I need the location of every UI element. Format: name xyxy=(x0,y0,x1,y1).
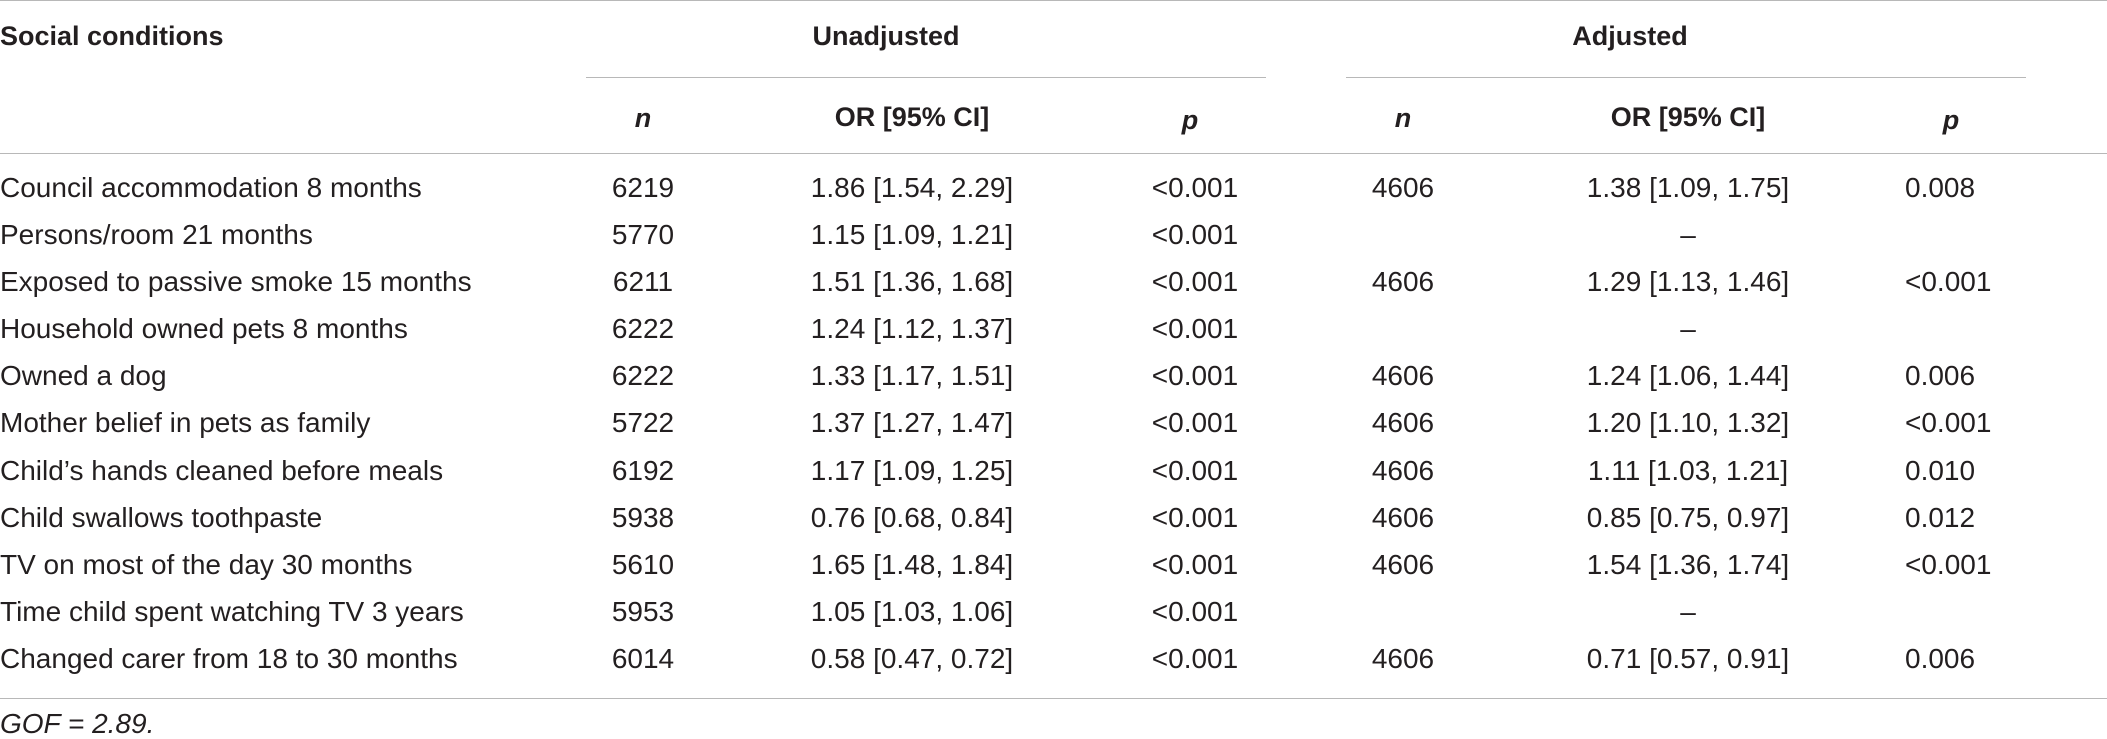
unadjusted-n: 6219 xyxy=(611,172,675,203)
unadjusted-or: 0.76 [0.68, 0.84] xyxy=(810,502,1014,533)
adjusted-group-rule xyxy=(1346,77,2026,78)
unadjusted-n: 5610 xyxy=(611,549,675,580)
adjusted-or: 1.38 [1.09, 1.75] xyxy=(1586,172,1790,203)
unadjusted-p: <0.001 xyxy=(1151,266,1239,297)
unadjusted-or: 1.17 [1.09, 1.25] xyxy=(810,455,1014,486)
adjusted-or: – xyxy=(1680,219,1696,250)
row-label: Owned a dog xyxy=(0,360,167,391)
unadjusted-p: <0.001 xyxy=(1151,219,1239,250)
adjusted-n: 4606 xyxy=(1371,455,1435,486)
row-label: TV on most of the day 30 months xyxy=(0,549,413,580)
adjusted-p: 0.006 xyxy=(1905,643,1976,674)
table-footnote: GOF = 2.89. xyxy=(0,708,155,739)
adjusted-p: <0.001 xyxy=(1905,266,1992,297)
adjusted-p: 0.006 xyxy=(1905,360,1976,391)
unadjusted-or: 1.65 [1.48, 1.84] xyxy=(810,549,1014,580)
adjusted-group-header: Adjusted xyxy=(1572,21,1688,51)
adjusted-n: 4606 xyxy=(1371,502,1435,533)
unadjusted-p: <0.001 xyxy=(1151,549,1239,580)
adjusted-or: 1.29 [1.13, 1.46] xyxy=(1586,266,1790,297)
unadjusted-p-header: p xyxy=(1181,105,1199,135)
adjusted-n: 4606 xyxy=(1371,549,1435,580)
row-label: Persons/room 21 months xyxy=(0,219,313,250)
unadjusted-or: 1.24 [1.12, 1.37] xyxy=(810,313,1014,344)
adjusted-n: 4606 xyxy=(1371,643,1435,674)
adjusted-n: 4606 xyxy=(1371,360,1435,391)
adjusted-n: 4606 xyxy=(1371,266,1435,297)
unadjusted-or: 1.51 [1.36, 1.68] xyxy=(810,266,1014,297)
top-rule xyxy=(0,0,2107,1)
unadjusted-n: 6014 xyxy=(611,643,675,674)
row-label: Time child spent watching TV 3 years xyxy=(0,596,464,627)
unadjusted-or: 1.15 [1.09, 1.21] xyxy=(810,219,1014,250)
unadjusted-n: 5953 xyxy=(611,596,675,627)
row-label: Child’s hands cleaned before meals xyxy=(0,455,444,486)
row-label: Mother belief in pets as family xyxy=(0,407,371,438)
unadjusted-or: 0.58 [0.47, 0.72] xyxy=(810,643,1014,674)
row-label: Child swallows toothpaste xyxy=(0,502,323,533)
adjusted-p: <0.001 xyxy=(1905,549,1992,580)
unadjusted-or: 1.37 [1.27, 1.47] xyxy=(810,407,1014,438)
unadjusted-p: <0.001 xyxy=(1151,455,1239,486)
adjusted-n-header: n xyxy=(1394,103,1412,133)
header-bottom-rule xyxy=(0,153,2107,154)
adjusted-or: 1.20 [1.10, 1.32] xyxy=(1586,407,1790,438)
unadjusted-or: 1.33 [1.17, 1.51] xyxy=(810,360,1014,391)
unadjusted-or: 1.05 [1.03, 1.06] xyxy=(810,596,1014,627)
row-label: Household owned pets 8 months xyxy=(0,313,408,344)
unadjusted-p: <0.001 xyxy=(1151,360,1239,391)
unadjusted-p: <0.001 xyxy=(1151,313,1239,344)
unadjusted-or-header: OR [95% CI] xyxy=(834,102,990,132)
unadjusted-n: 5770 xyxy=(611,219,675,250)
adjusted-or: 1.24 [1.06, 1.44] xyxy=(1586,360,1790,391)
row-label: Council accommodation 8 months xyxy=(0,172,422,203)
row-label: Changed carer from 18 to 30 months xyxy=(0,643,458,674)
row-label-header: Social conditions xyxy=(0,21,224,51)
unadjusted-n-header: n xyxy=(634,103,652,133)
unadjusted-n: 6222 xyxy=(611,360,675,391)
row-label: Exposed to passive smoke 15 months xyxy=(0,266,472,297)
unadjusted-p: <0.001 xyxy=(1151,643,1239,674)
adjusted-n: 4606 xyxy=(1371,172,1435,203)
table-bottom-rule xyxy=(0,698,2107,699)
unadjusted-n: 5938 xyxy=(611,502,675,533)
unadjusted-p: <0.001 xyxy=(1151,502,1239,533)
unadjusted-n: 6222 xyxy=(611,313,675,344)
unadjusted-or: 1.86 [1.54, 2.29] xyxy=(810,172,1014,203)
adjusted-p: <0.001 xyxy=(1905,407,1992,438)
unadjusted-n: 5722 xyxy=(611,407,675,438)
adjusted-or: 1.11 [1.03, 1.21] xyxy=(1587,455,1789,486)
adjusted-p: 0.012 xyxy=(1905,502,1976,533)
adjusted-p: 0.008 xyxy=(1905,172,1976,203)
adjusted-or: – xyxy=(1680,313,1696,344)
unadjusted-p: <0.001 xyxy=(1151,596,1239,627)
unadjusted-n: 6192 xyxy=(611,455,675,486)
unadjusted-p: <0.001 xyxy=(1151,407,1239,438)
adjusted-or: 1.54 [1.36, 1.74] xyxy=(1586,549,1790,580)
unadjusted-p: <0.001 xyxy=(1151,172,1239,203)
adjusted-n: 4606 xyxy=(1371,407,1435,438)
adjusted-or: 0.85 [0.75, 0.97] xyxy=(1586,502,1790,533)
adjusted-or: 0.71 [0.57, 0.91] xyxy=(1586,643,1790,674)
unadjusted-group-header: Unadjusted xyxy=(812,21,960,51)
unadjusted-n: 6211 xyxy=(612,266,674,297)
adjusted-p-header: p xyxy=(1942,105,1960,135)
unadjusted-group-rule xyxy=(586,77,1266,78)
adjusted-p: 0.010 xyxy=(1905,455,1976,486)
adjusted-or-header: OR [95% CI] xyxy=(1610,102,1766,132)
adjusted-or: – xyxy=(1680,596,1696,627)
